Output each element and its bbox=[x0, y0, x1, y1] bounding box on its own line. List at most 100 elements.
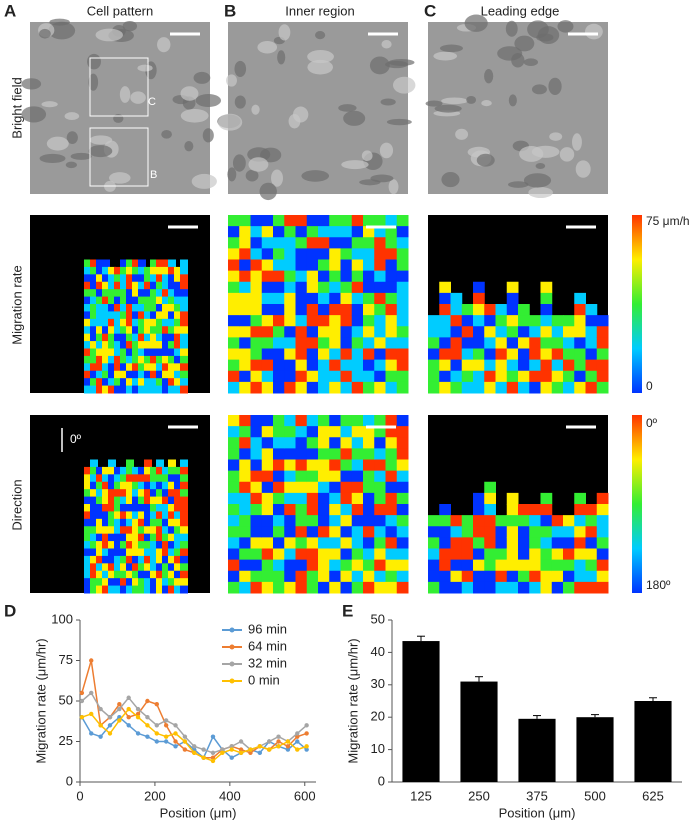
heatmap-cell bbox=[108, 348, 116, 357]
heatmap-cell bbox=[114, 578, 122, 587]
heatmap-cell bbox=[228, 448, 240, 460]
heatmap-cell bbox=[563, 526, 575, 538]
heatmap-cell bbox=[239, 581, 251, 594]
cell bbox=[232, 154, 246, 172]
heatmap-cell bbox=[284, 448, 296, 460]
heatmap-cell bbox=[174, 489, 182, 498]
heatmap-cell bbox=[461, 304, 474, 316]
heatmap-cell bbox=[473, 304, 485, 316]
heatmap-cell bbox=[90, 496, 98, 505]
heatmap-cell bbox=[102, 348, 110, 357]
heatmap-cell bbox=[374, 248, 386, 260]
heatmap-cell bbox=[228, 281, 240, 294]
heatmap-cell bbox=[363, 426, 375, 438]
heatmap-cell bbox=[84, 289, 92, 298]
heatmap-cell bbox=[96, 489, 104, 498]
y-tick-label: 50 bbox=[59, 692, 73, 707]
heatmap-cell bbox=[180, 363, 188, 372]
heatmap-cell bbox=[96, 333, 104, 342]
heatmap-cell bbox=[518, 337, 530, 349]
heatmap-cell bbox=[506, 537, 519, 549]
heatmap-cell bbox=[340, 481, 353, 494]
heatmap-cell bbox=[363, 315, 375, 327]
heatmap-cell bbox=[428, 381, 440, 394]
heatmap-cell bbox=[340, 304, 353, 316]
heatmap-cell bbox=[150, 281, 158, 290]
heatmap-cell bbox=[132, 518, 140, 527]
heatmap-cell bbox=[374, 226, 386, 238]
heatmap-cell bbox=[261, 559, 274, 572]
heatmap-cell bbox=[90, 311, 98, 320]
heatmap-cell bbox=[261, 470, 274, 483]
heatmap-cell bbox=[261, 526, 274, 538]
heatmap-cell bbox=[126, 541, 134, 549]
heatmap-cell bbox=[295, 515, 308, 527]
heatmap-cell bbox=[518, 381, 530, 394]
heatmap-cell bbox=[114, 341, 122, 349]
heatmap-cell bbox=[228, 326, 240, 338]
heatmap-cell bbox=[168, 348, 176, 357]
heatmap-cell bbox=[144, 266, 152, 275]
y-tick-label: 0 bbox=[66, 773, 73, 788]
heatmap-cell bbox=[84, 304, 92, 312]
heatmap-cell bbox=[132, 511, 140, 520]
heatmap-cell bbox=[90, 281, 98, 290]
heatmap-cell bbox=[385, 459, 398, 472]
heatmap-cell bbox=[96, 563, 104, 572]
heatmap-cell bbox=[484, 570, 496, 583]
cell bbox=[535, 163, 546, 170]
heatmap-cell bbox=[162, 533, 170, 542]
heatmap-cell bbox=[162, 385, 170, 394]
heatmap-cell bbox=[120, 548, 128, 557]
heatmap-cell bbox=[385, 515, 398, 527]
heatmap-cell bbox=[138, 304, 146, 312]
heatmap-cell bbox=[138, 474, 146, 483]
heatmap-cell bbox=[144, 518, 152, 527]
heatmap-cell bbox=[162, 259, 170, 268]
heatmap-cell bbox=[174, 274, 182, 283]
heatmap-cell bbox=[90, 318, 98, 327]
heatmap-cell bbox=[473, 492, 485, 505]
heatmap-cell bbox=[180, 578, 188, 587]
cell bbox=[575, 160, 591, 178]
heatmap-cell bbox=[108, 518, 116, 527]
cell bbox=[109, 172, 131, 184]
heatmap-cell bbox=[363, 537, 375, 549]
heatmap-cell bbox=[540, 559, 553, 572]
heatmap-cell bbox=[318, 281, 330, 294]
heatmap-cell bbox=[329, 270, 341, 283]
heatmap-cell bbox=[96, 548, 104, 557]
heatmap-cell bbox=[144, 511, 152, 520]
heatmap-cell bbox=[295, 326, 308, 338]
heatmap-cell bbox=[439, 304, 451, 316]
heatmap-cell bbox=[329, 570, 341, 583]
heatmap-cell bbox=[396, 526, 409, 538]
heatmap-cell bbox=[363, 226, 375, 238]
heatmap-cell bbox=[96, 511, 104, 520]
heatmap-cell bbox=[261, 492, 274, 505]
cell bbox=[379, 142, 394, 159]
heatmap-cell bbox=[102, 533, 110, 542]
heatmap-cell bbox=[162, 578, 170, 587]
heatmap-cell bbox=[318, 337, 330, 349]
heatmap-cell bbox=[306, 215, 319, 227]
cell bbox=[113, 113, 124, 123]
y-tick-label: 50 bbox=[371, 611, 385, 626]
heatmap-cell bbox=[574, 570, 586, 583]
heatmap-cell bbox=[126, 289, 134, 298]
heatmap-cell bbox=[585, 337, 598, 349]
heatmap-cell bbox=[174, 570, 182, 579]
heatmap-cell bbox=[138, 578, 146, 587]
heatmap-cell bbox=[150, 541, 158, 549]
heatmap-cell bbox=[138, 318, 146, 327]
heatmap-cell bbox=[138, 274, 146, 283]
heatmap-cell bbox=[518, 304, 530, 316]
heatmap-cell bbox=[228, 304, 240, 316]
heatmap-cell bbox=[174, 474, 182, 483]
colorbar-label: 75 μm/h bbox=[646, 214, 690, 228]
heatmap-cell bbox=[96, 496, 104, 505]
heatmap-cell bbox=[126, 511, 134, 520]
heatmap-cell bbox=[473, 281, 485, 294]
heatmap-cell bbox=[385, 337, 398, 349]
heatmap-cell bbox=[295, 315, 308, 327]
